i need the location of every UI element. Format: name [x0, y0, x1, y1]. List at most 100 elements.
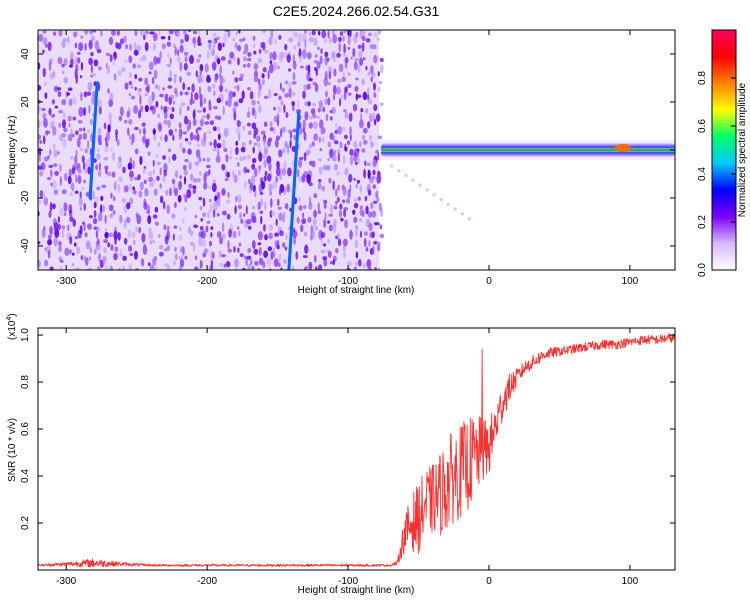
noise-speck [61, 40, 66, 49]
noise-speck [285, 232, 289, 241]
noise-speck [207, 39, 212, 44]
noise-speck [371, 72, 376, 78]
noise-speck [367, 169, 371, 180]
noise-speck [83, 30, 89, 35]
noise-speck [329, 116, 333, 121]
noise-speck [247, 62, 251, 68]
noise-speck [75, 74, 78, 84]
noise-speck [198, 85, 202, 96]
noise-speck [83, 91, 88, 98]
noise-speck [84, 232, 88, 238]
noise-speck [274, 240, 278, 248]
noise-speck [261, 30, 266, 34]
noise-speck [71, 166, 76, 175]
noise-speck [223, 127, 229, 138]
noise-speck [296, 216, 300, 224]
noise-speck [108, 111, 113, 122]
noise-speck [342, 35, 345, 42]
noise-speck [104, 231, 109, 239]
noise-speck [367, 189, 372, 196]
noise-speck [143, 34, 146, 41]
noise-speck [134, 30, 138, 37]
noise-speck [200, 217, 203, 222]
noise-speck [243, 50, 247, 55]
noise-speck [303, 205, 307, 210]
noise-speck [376, 174, 382, 184]
y-tick-label: 0 [20, 147, 31, 153]
noise-speck [352, 47, 356, 58]
noise-speck [225, 261, 231, 268]
noise-speck [263, 201, 267, 211]
noise-speck [282, 242, 286, 248]
noise-speck [251, 157, 257, 164]
noise-speck [97, 266, 101, 270]
noise-speck [235, 146, 239, 156]
noise-speck [303, 152, 307, 162]
noise-speck [135, 225, 138, 233]
noise-speck [212, 179, 217, 185]
noise-speck [312, 217, 317, 227]
noise-speck [196, 143, 201, 147]
noise-speck [248, 189, 253, 195]
noise-speck [244, 180, 247, 189]
noise-speck [334, 247, 339, 254]
spectrogram-plot-area [38, 30, 675, 270]
noise-speck [166, 265, 171, 270]
noise-speck [159, 183, 162, 189]
noise-speck [307, 247, 310, 253]
noise-speck [139, 95, 142, 105]
noise-speck [137, 92, 141, 96]
noise-speck [343, 250, 346, 259]
noise-speck [297, 41, 301, 48]
noise-speck [267, 246, 273, 252]
snr-x-label: Height of straight line (km) [298, 585, 415, 596]
noise-speck [70, 128, 73, 136]
noise-speck [327, 141, 332, 148]
noise-speck [41, 107, 46, 112]
noise-speck [292, 104, 295, 112]
noise-speck [377, 30, 381, 35]
noise-speck [258, 246, 262, 256]
noise-speck [133, 105, 139, 114]
noise-speck [196, 109, 202, 113]
noise-speck [341, 76, 346, 83]
noise-speck [280, 100, 284, 106]
noise-speck [163, 224, 167, 231]
noise-speck [220, 56, 226, 61]
noise-speck [83, 179, 86, 184]
noise-speck [38, 33, 44, 42]
noise-speck [308, 31, 312, 37]
noise-speck [201, 115, 207, 119]
noise-speck [273, 115, 279, 123]
noise-speck [260, 130, 266, 136]
noise-speck [195, 149, 201, 158]
noise-speck [43, 118, 48, 128]
noise-speck [99, 259, 104, 269]
spectrogram-y-ticks: -40 -20 0 20 40 [20, 48, 675, 253]
noise-speck [263, 152, 267, 160]
noise-speck [132, 160, 135, 170]
noise-speck [141, 135, 147, 144]
noise-speck [354, 85, 359, 93]
noise-speck [223, 263, 226, 268]
noise-speck [184, 206, 188, 211]
noise-speck [47, 238, 52, 246]
noise-speck [178, 266, 183, 270]
noise-speck [119, 106, 124, 117]
noise-speck [138, 87, 142, 93]
noise-speck [348, 92, 352, 96]
noise-speck [344, 146, 348, 152]
noise-speck [44, 92, 48, 99]
noise-speck [202, 197, 206, 208]
noise-speck [199, 99, 203, 108]
noise-speck [363, 140, 368, 145]
noise-speck [148, 176, 154, 183]
noise-speck [228, 90, 234, 100]
noise-speck [287, 167, 292, 177]
noise-speck [278, 149, 283, 158]
noise-speck [144, 187, 149, 197]
noise-speck [256, 135, 261, 142]
noise-speck [103, 146, 109, 153]
noise-speck [179, 76, 182, 83]
noise-speck [318, 166, 323, 175]
